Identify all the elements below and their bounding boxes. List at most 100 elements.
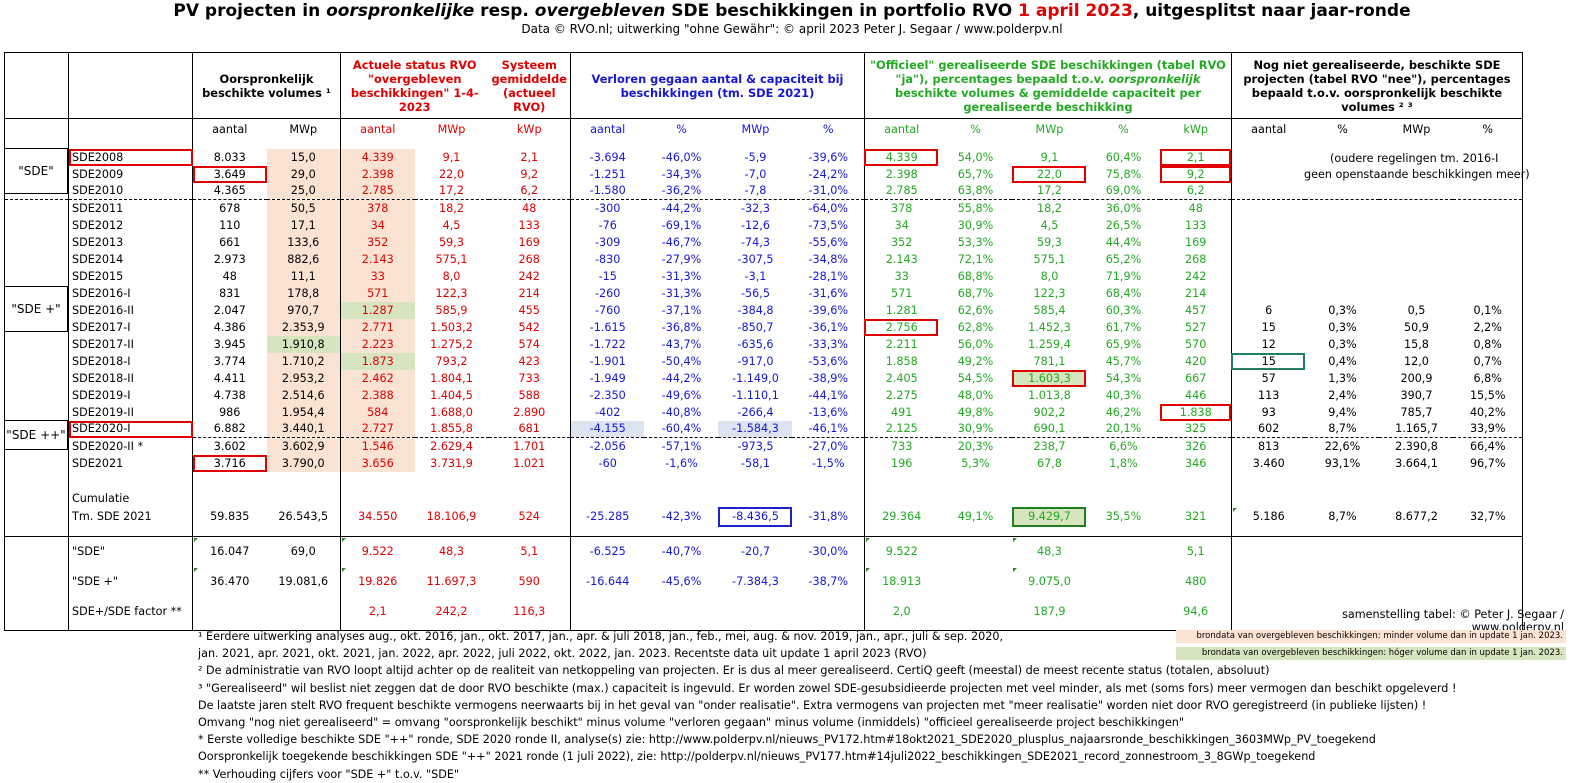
old-schemes-note-2: geen openstaande beschikkingen meer) bbox=[1304, 168, 1530, 181]
table-cell: 8,0 bbox=[1040, 269, 1059, 283]
table-cell bbox=[1453, 165, 1523, 183]
table-cell: 12 bbox=[1261, 337, 1276, 351]
table-cell: -64,0% bbox=[792, 199, 865, 217]
table-cell: 6,8% bbox=[1453, 369, 1523, 387]
table-cell bbox=[1379, 234, 1453, 251]
table-cell: -43,7% bbox=[661, 337, 702, 351]
spacer bbox=[488, 526, 571, 537]
table-cell: 33,9% bbox=[1453, 420, 1523, 438]
table-cell: 242 bbox=[1160, 267, 1232, 285]
table-cell: -31,3% bbox=[661, 269, 702, 283]
table-cell: -46,7% bbox=[661, 235, 702, 249]
table-row: SDE2021 3.716 3.790,0 3.656 3.731,9 1.021 -60 -… bbox=[4, 454, 1523, 472]
table-cell: -24,2% bbox=[792, 165, 865, 183]
table-cell: 1,8% bbox=[1109, 456, 1138, 470]
spacer bbox=[1086, 141, 1160, 149]
group-cell bbox=[4, 233, 69, 251]
table-cell: 3.602 bbox=[192, 437, 267, 455]
table-cell: 200,9 bbox=[1400, 371, 1433, 385]
table-cell: -5,9 bbox=[744, 150, 767, 164]
table-cell: -13,6% bbox=[792, 403, 865, 421]
table-cell: 6.882 bbox=[213, 422, 246, 436]
header-systeem: Systeem gemiddelde (actueel RVO) bbox=[488, 52, 571, 119]
footnote-line: * Eerste volledige beschikte SDE "++" ro… bbox=[198, 733, 1376, 747]
table-cell: -39,6% bbox=[792, 301, 865, 319]
summary-value: -30,0% bbox=[792, 536, 865, 567]
table-cell: 2.462 bbox=[340, 369, 415, 387]
table-cell: 2,1 bbox=[488, 148, 571, 166]
row-label: SDE2009 bbox=[68, 165, 193, 183]
table-cell: 72,1% bbox=[957, 252, 994, 266]
cumulatie-value: 34.550 bbox=[358, 510, 398, 523]
table-cell: 68,4% bbox=[1105, 286, 1142, 300]
column-header: MWp bbox=[741, 123, 770, 137]
table-cell: 1.688,0 bbox=[430, 405, 473, 419]
table-cell: -44,2% bbox=[661, 371, 702, 385]
table-cell: 1.910,8 bbox=[266, 335, 341, 353]
summary-value bbox=[570, 597, 644, 627]
spacer-row bbox=[4, 626, 1523, 631]
table-cell: 813 bbox=[1231, 437, 1306, 455]
table-cell: 26,5% bbox=[1105, 218, 1142, 232]
group-cell bbox=[4, 267, 69, 285]
table-cell: 1.013,8 bbox=[1028, 388, 1071, 402]
table-cell: 40,2% bbox=[1453, 403, 1523, 421]
spacer bbox=[68, 471, 193, 490]
spacer-row bbox=[4, 471, 1523, 490]
spacer bbox=[341, 472, 415, 490]
footnote-line: jan. 2021, apr. 2021, okt. 2021, jan. 20… bbox=[198, 647, 927, 661]
summary-value bbox=[1086, 567, 1160, 597]
table-cell: 15,0 bbox=[266, 148, 341, 166]
summary-value: 48,3 bbox=[414, 536, 489, 567]
table-cell: -44,2% bbox=[644, 199, 719, 217]
spacer bbox=[792, 626, 865, 631]
table-cell bbox=[1231, 149, 1305, 166]
table-cell: -1.615 bbox=[589, 320, 626, 334]
table-cell: 15,8 bbox=[1404, 337, 1429, 351]
table-cell: 2.398 bbox=[340, 165, 415, 183]
summary-value: 116,3 bbox=[488, 596, 571, 627]
table-cell bbox=[1453, 233, 1523, 251]
table-cell: 352 bbox=[891, 235, 913, 249]
table-cell bbox=[1379, 217, 1453, 234]
summary-label: SDE+/SDE factor ** bbox=[68, 596, 193, 627]
summary-value: 242,2 bbox=[435, 605, 468, 618]
table-cell: -2.056 bbox=[570, 437, 645, 455]
table-cell: -3.694 bbox=[589, 150, 626, 164]
table-cell: 11,1 bbox=[266, 267, 341, 285]
spacer bbox=[415, 527, 489, 537]
table-cell: 2.275 bbox=[885, 388, 918, 402]
table-cell: 17,2 bbox=[439, 184, 464, 198]
footnote-line: Oorspronkelijk toegekende beschikkingen … bbox=[198, 750, 1316, 764]
spacer bbox=[1086, 626, 1161, 631]
table-row: SDE2016-I 831 178,8 571 122,3 214 -260 -31,3% -5… bbox=[4, 284, 1523, 302]
cumulatie-value: 18.106,9 bbox=[426, 510, 477, 523]
spacer bbox=[4, 526, 69, 537]
table-cell: 71,9% bbox=[1105, 269, 1142, 283]
empty bbox=[1453, 489, 1523, 507]
column-header: aantal bbox=[360, 123, 396, 137]
table-cell: 2.771 bbox=[340, 318, 415, 336]
table-row: SDE2009 3.649 29,0 2.398 22,0 9,2 -1.251 -34,3%… bbox=[4, 165, 1523, 183]
cumulatie-value: -31,8% bbox=[792, 506, 865, 527]
table-cell: -7,8 bbox=[744, 184, 767, 198]
cumulatie-label: Tm. SDE 2021 bbox=[68, 506, 193, 527]
table-cell: 1.954,4 bbox=[266, 403, 341, 421]
table-cell: 1.503,2 bbox=[430, 320, 473, 334]
table-cell bbox=[1231, 251, 1305, 268]
table-cell bbox=[1453, 216, 1523, 234]
summary-value: 11.697,3 bbox=[426, 575, 477, 588]
table-cell: 46,2% bbox=[1105, 405, 1142, 419]
summary-value bbox=[938, 597, 1012, 627]
table-cell: 53,3% bbox=[957, 235, 994, 249]
cumulatie-value: 5.186 bbox=[1231, 507, 1305, 527]
table-row: SDE2011 678 50,5 378 18,2 48 -300 -44,2% -32,3 -6… bbox=[4, 199, 1523, 217]
table-cell: -384,8 bbox=[737, 303, 774, 317]
empty bbox=[864, 490, 938, 507]
table-cell: -73,5% bbox=[792, 216, 865, 234]
row-label: SDE2011 bbox=[68, 199, 193, 217]
table-cell: 55,8% bbox=[938, 199, 1013, 217]
spacer bbox=[792, 526, 865, 537]
table-cell: 2,1 bbox=[1160, 148, 1232, 166]
table-cell: 20,3% bbox=[938, 437, 1013, 455]
